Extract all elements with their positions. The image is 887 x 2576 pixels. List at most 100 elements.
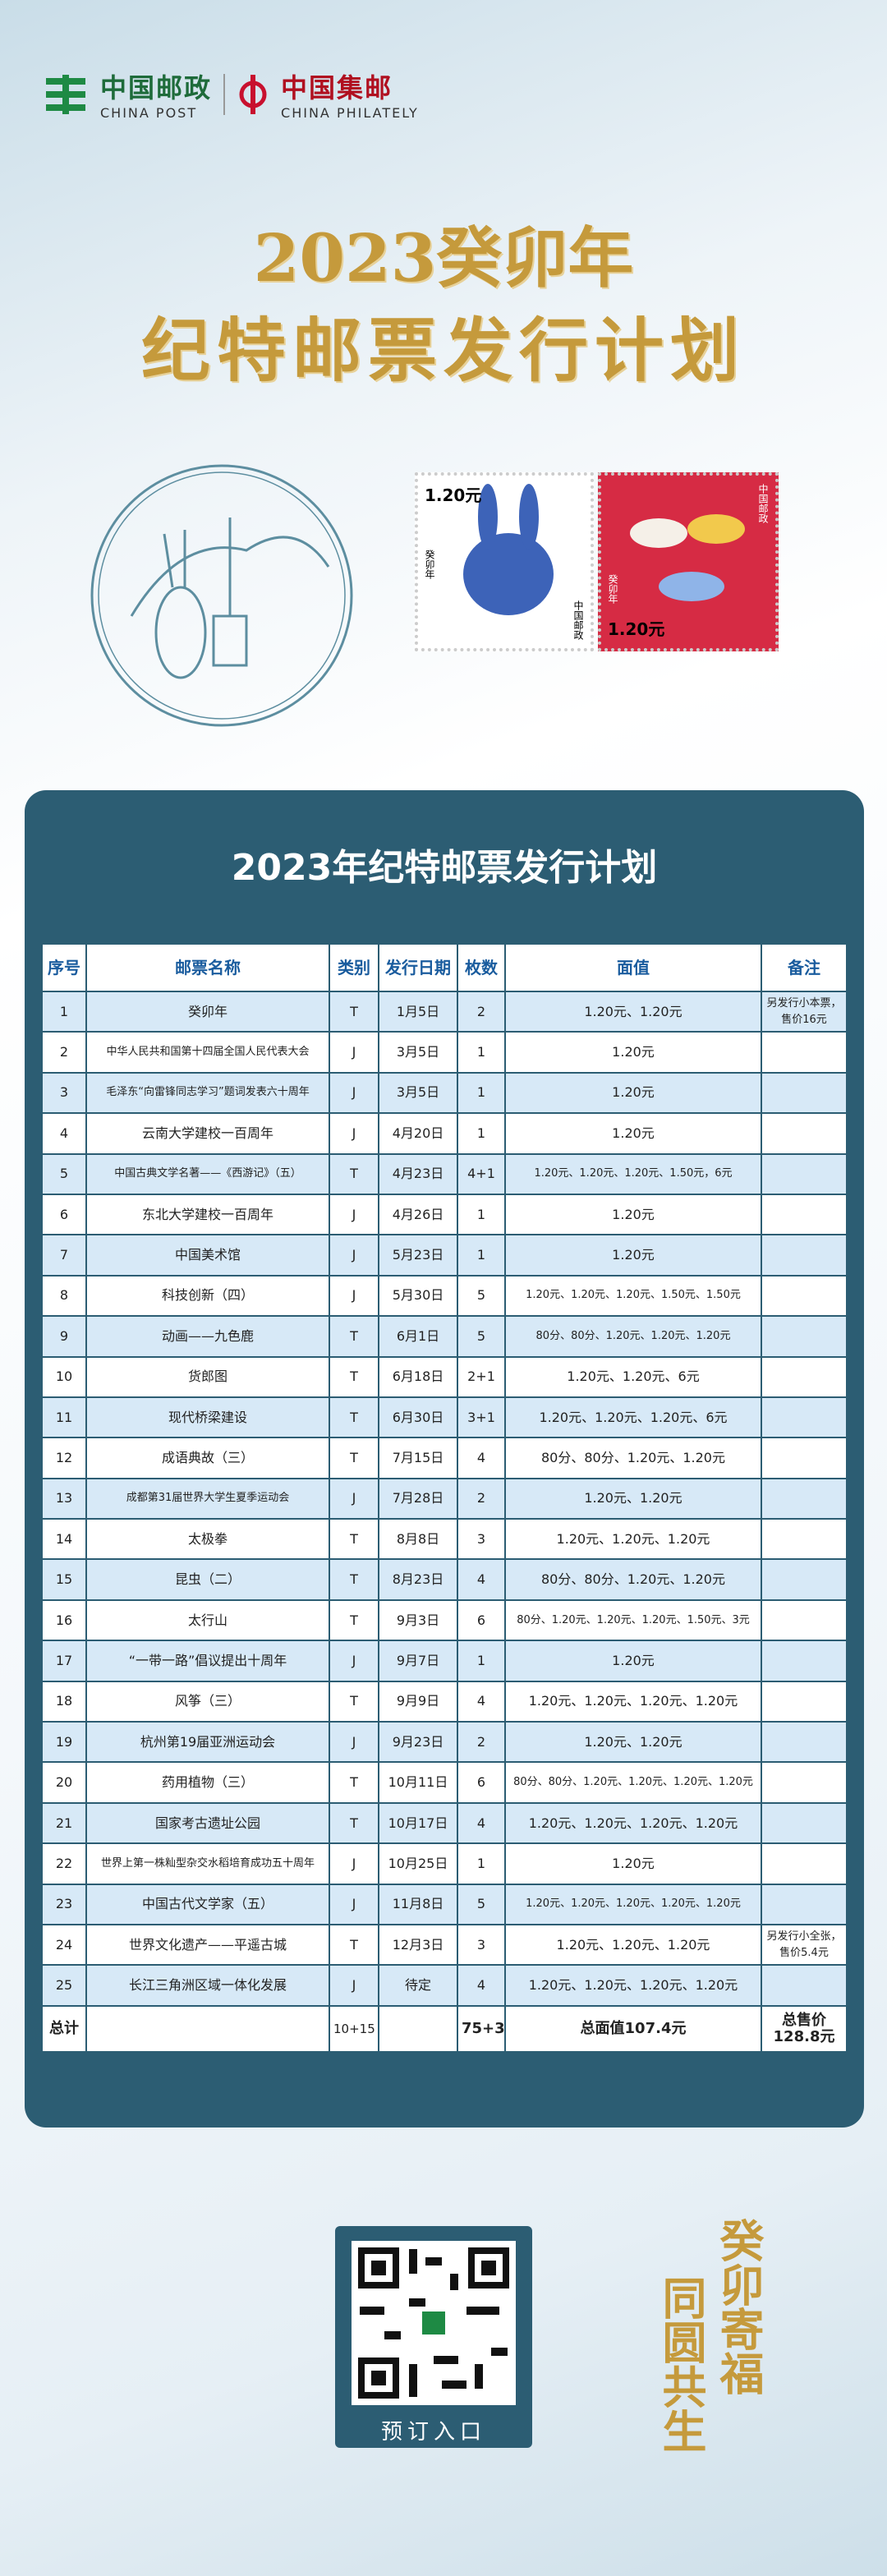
table-row: 24 世界文化遗产——平遥古城 T 12月3日 3 1.20元、1.20元、1.20元 另发…: [41, 1923, 848, 1966]
table-row: 17 “一带一路”倡议提出十周年 J 9月7日 1 1.20元: [41, 1640, 848, 1682]
table-row: 23 中国古代文学家（五） J 11月8日 5 1.20元、1.20元、1.20元、1.2…: [41, 1883, 848, 1925]
category: J: [329, 1112, 379, 1155]
table-row: 18 风筝（三） T 9月9日 4 1.20元、1.20元、1.20元、1.20元: [41, 1680, 848, 1723]
category: J: [329, 1964, 379, 2007]
cell: [761, 1801, 848, 1845]
face-value: 1.20元、1.20元、1.20元、1.20元: [504, 1801, 762, 1845]
table-row: 10 货郎图 T 6月18日 2+1 1.20元、1.20元、6元: [41, 1355, 848, 1398]
row-number: 15: [41, 1558, 87, 1601]
cell: [761, 1071, 848, 1115]
issue-date: 3月5日: [378, 1071, 458, 1115]
logo-phil-en: CHINA PHILATELY: [281, 105, 419, 121]
issue-date: 4月23日: [378, 1152, 458, 1195]
stamp-name: “一带一路”倡议提出十周年: [85, 1640, 330, 1682]
row-number: 1: [41, 990, 87, 1033]
row-number: 22: [41, 1842, 87, 1885]
stamp-name: 杭州第19届亚洲运动会: [85, 1721, 330, 1764]
row-number: 24: [41, 1923, 87, 1966]
issue-date: 6月1日: [378, 1315, 458, 1358]
total-row: 总计 10+15 75+3 总面值107.4元 总售价128.8元: [41, 2004, 848, 2053]
stamp-name: 太极拳: [85, 1518, 330, 1561]
stamp-name: 昆虫（二）: [85, 1558, 330, 1601]
row-number: 21: [41, 1801, 87, 1845]
cell: [378, 2004, 458, 2053]
qr-code: [352, 2241, 516, 2405]
face-value: 1.20元、1.20元、1.20元、1.20元: [504, 1964, 762, 2007]
row-number: 17: [41, 1640, 87, 1682]
row-number: 11: [41, 1396, 87, 1439]
category: T: [329, 1315, 379, 1358]
issue-date: 4月26日: [378, 1193, 458, 1236]
issue-date: 9月9日: [378, 1680, 458, 1723]
face-value: 80分、1.20元、1.20元、1.20元、1.50元、3元: [504, 1598, 762, 1642]
face-value: 1.20元、1.20元、6元: [504, 1355, 762, 1398]
issue-date: 1月5日: [378, 990, 458, 1033]
issue-date: 11月8日: [378, 1883, 458, 1925]
face-value: 1.20元、1.20元、1.20元、1.50元、1.50元: [504, 1274, 762, 1318]
stamp-name: 世界文化遗产——平遥古城: [85, 1923, 330, 1966]
stamp-name: 毛泽东“向雷锋同志学习”题词发表六十周年: [85, 1071, 330, 1115]
rabbit-emblem: [90, 464, 353, 727]
category: J: [329, 1071, 379, 1115]
cell: [761, 1761, 848, 1804]
count: 1: [457, 1112, 506, 1155]
table-row: 14 太极拳 T 8月8日 3 1.20元、1.20元、1.20元: [41, 1518, 848, 1561]
issue-date: 12月3日: [378, 1923, 458, 1966]
logo-post-en: CHINA POST: [100, 105, 198, 121]
stamp-name: 风筝（三）: [85, 1680, 330, 1723]
cell: [761, 1883, 848, 1925]
stamp-name: 药用植物（三）: [85, 1761, 330, 1804]
row-number: 13: [41, 1477, 87, 1520]
face-value: 80分、80分、1.20元、1.20元: [504, 1437, 762, 1479]
cell: [761, 1315, 848, 1358]
stamp-name: 长江三角洲区域一体化发展: [85, 1964, 330, 2007]
count: 4: [457, 1437, 506, 1479]
stamp-name: 癸卯年: [607, 574, 618, 604]
stamp-name: 中国美术馆: [85, 1234, 330, 1276]
cell: [761, 1842, 848, 1885]
stamp-name: 癸卯年: [85, 990, 330, 1033]
column-header: 类别: [329, 943, 379, 992]
row-number: 7: [41, 1234, 87, 1276]
issue-date: 9月7日: [378, 1640, 458, 1682]
cell: [761, 1437, 848, 1479]
post-icon: [46, 74, 85, 114]
table-row: 3 毛泽东“向雷锋同志学习”题词发表六十周年 J 3月5日 1 1.20元: [41, 1071, 848, 1115]
row-number: 14: [41, 1518, 87, 1561]
cell: [761, 1721, 848, 1764]
face-value: 1.20元: [504, 1193, 762, 1236]
count: 4: [457, 1801, 506, 1845]
table-row: 6 东北大学建校一百周年 J 4月26日 1 1.20元: [41, 1193, 848, 1236]
face-value: 1.20元: [504, 1640, 762, 1682]
table-row: 7 中国美术馆 J 5月23日 1 1.20元: [41, 1234, 848, 1276]
count: 6: [457, 1598, 506, 1642]
column-header: 邮票名称: [85, 943, 330, 992]
category: T: [329, 1923, 379, 1966]
count: 1: [457, 1193, 506, 1236]
stamp-name: 成都第31届世界大学生夏季运动会: [85, 1477, 330, 1520]
cell: [761, 1396, 848, 1439]
table-row: 25 长江三角洲区域一体化发展 J 待定 4 1.20元、1.20元、1.20元、1.20…: [41, 1964, 848, 2007]
stamp-name: 中华人民共和国第十四届全国人民代表大会: [85, 1031, 330, 1074]
stamp-name: 世界上第一株籼型杂交水稻培育成功五十周年: [85, 1842, 330, 1885]
logos: 中国邮政 CHINA POST 中国集邮 CHINA PHILATELY: [43, 67, 419, 121]
stamp-name: 成语典故（三）: [85, 1437, 330, 1479]
row-number: 18: [41, 1680, 87, 1723]
category: J: [329, 1193, 379, 1236]
category: J: [329, 1031, 379, 1074]
issue-date: 3月5日: [378, 1031, 458, 1074]
table-row: 4 云南大学建校一百周年 J 4月20日 1 1.20元: [41, 1112, 848, 1155]
category: T: [329, 1152, 379, 1195]
count: 3+1: [457, 1396, 506, 1439]
column-header: 枚数: [457, 943, 506, 992]
category: J: [329, 1883, 379, 1925]
cell: [761, 1477, 848, 1520]
cell: [761, 1680, 848, 1723]
category: J: [329, 1721, 379, 1764]
count: 1: [457, 1031, 506, 1074]
cell: [761, 1640, 848, 1682]
face-value: 1.20元、1.20元、1.20元、1.50元，6元: [504, 1152, 762, 1195]
issue-date: 9月23日: [378, 1721, 458, 1764]
table-row: 13 成都第31届世界大学生夏季运动会 J 7月28日 2 1.20元、1.20元: [41, 1477, 848, 1520]
